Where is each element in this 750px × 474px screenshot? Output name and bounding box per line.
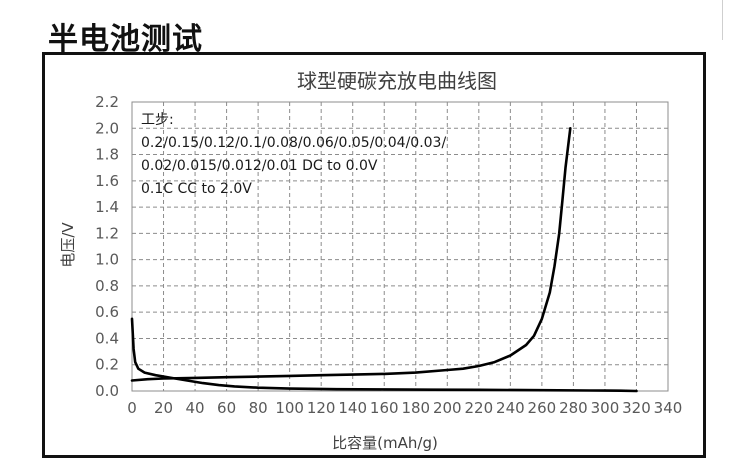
y-tick-label: 2.2 [95, 93, 119, 111]
chart-title: 球型硬碳充放电曲线图 [297, 69, 497, 93]
x-tick-label: 240 [496, 399, 525, 417]
annotation-line: 0.2/0.15/0.12/0.1/0.08/0.06/0.05/0.04/0.… [141, 135, 446, 151]
y-axis-label: 电压/V [59, 222, 77, 268]
chart-frame: 球型硬碳充放电曲线图 0 20 40 60 80 100 120 140 160 180 200 22… [42, 52, 706, 458]
top-divider [722, 0, 723, 40]
grid-lines [131, 101, 669, 392]
y-tick-label: 1.4 [95, 198, 119, 216]
x-tick-label: 100 [275, 399, 304, 417]
y-tick-label: 0.2 [95, 356, 119, 374]
chart-svg: 球型硬碳充放电曲线图 0 20 40 60 80 100 120 140 160 180 200 22… [59, 69, 682, 452]
x-tick-label: 140 [338, 399, 367, 417]
annotation-line: 工步: [141, 112, 174, 128]
plot-area-border [131, 101, 669, 392]
y-tick-label: 1.6 [95, 172, 119, 190]
series-line-2 [130, 127, 572, 382]
series-line-1 [130, 317, 638, 393]
y-tick-label: 1.2 [95, 224, 119, 242]
x-tick-label: 220 [465, 399, 494, 417]
annotation-line: 0.02/0.015/0.012/0.01 DC to 0.0V [141, 158, 378, 174]
x-tick-label: 340 [654, 399, 683, 417]
x-tick-label: 200 [433, 399, 462, 417]
x-tick-label: 60 [217, 399, 236, 417]
x-tick-label: 20 [154, 399, 173, 417]
x-axis-label: 比容量(mAh/g) [332, 434, 438, 452]
y-tick-label: 1.0 [95, 251, 119, 269]
y-tick-label: 1.8 [95, 146, 119, 164]
y-tick-label: 0.8 [95, 277, 119, 295]
x-tick-label: 160 [370, 399, 399, 417]
page-title: 半电池测试 [48, 22, 203, 57]
annotation: 工步: 0.2/0.15/0.12/0.1/0.08/0.06/0.05/0.04… [141, 112, 446, 197]
x-tick-label: 300 [591, 399, 620, 417]
annotation-line: 0.1C CC to 2.0V [141, 181, 252, 197]
x-tick-label: 260 [528, 399, 557, 417]
y-tick-label: 2.0 [95, 119, 119, 137]
series-lines [130, 127, 638, 393]
x-tick-label: 80 [249, 399, 268, 417]
x-tick-label: 40 [186, 399, 205, 417]
y-tick-label: 0.4 [95, 329, 119, 347]
y-tick-label: 0.0 [95, 382, 119, 400]
x-tick-label: 180 [401, 399, 430, 417]
x-tick-label: 120 [307, 399, 336, 417]
x-tick-label: 280 [559, 399, 588, 417]
y-tick-label: 0.6 [95, 303, 119, 321]
x-tick-label: 0 [127, 399, 137, 417]
x-tick-label: 320 [622, 399, 651, 417]
tick-labels: 0 20 40 60 80 100 120 140 160 180 200 220 240 260 280 3… [95, 93, 682, 417]
